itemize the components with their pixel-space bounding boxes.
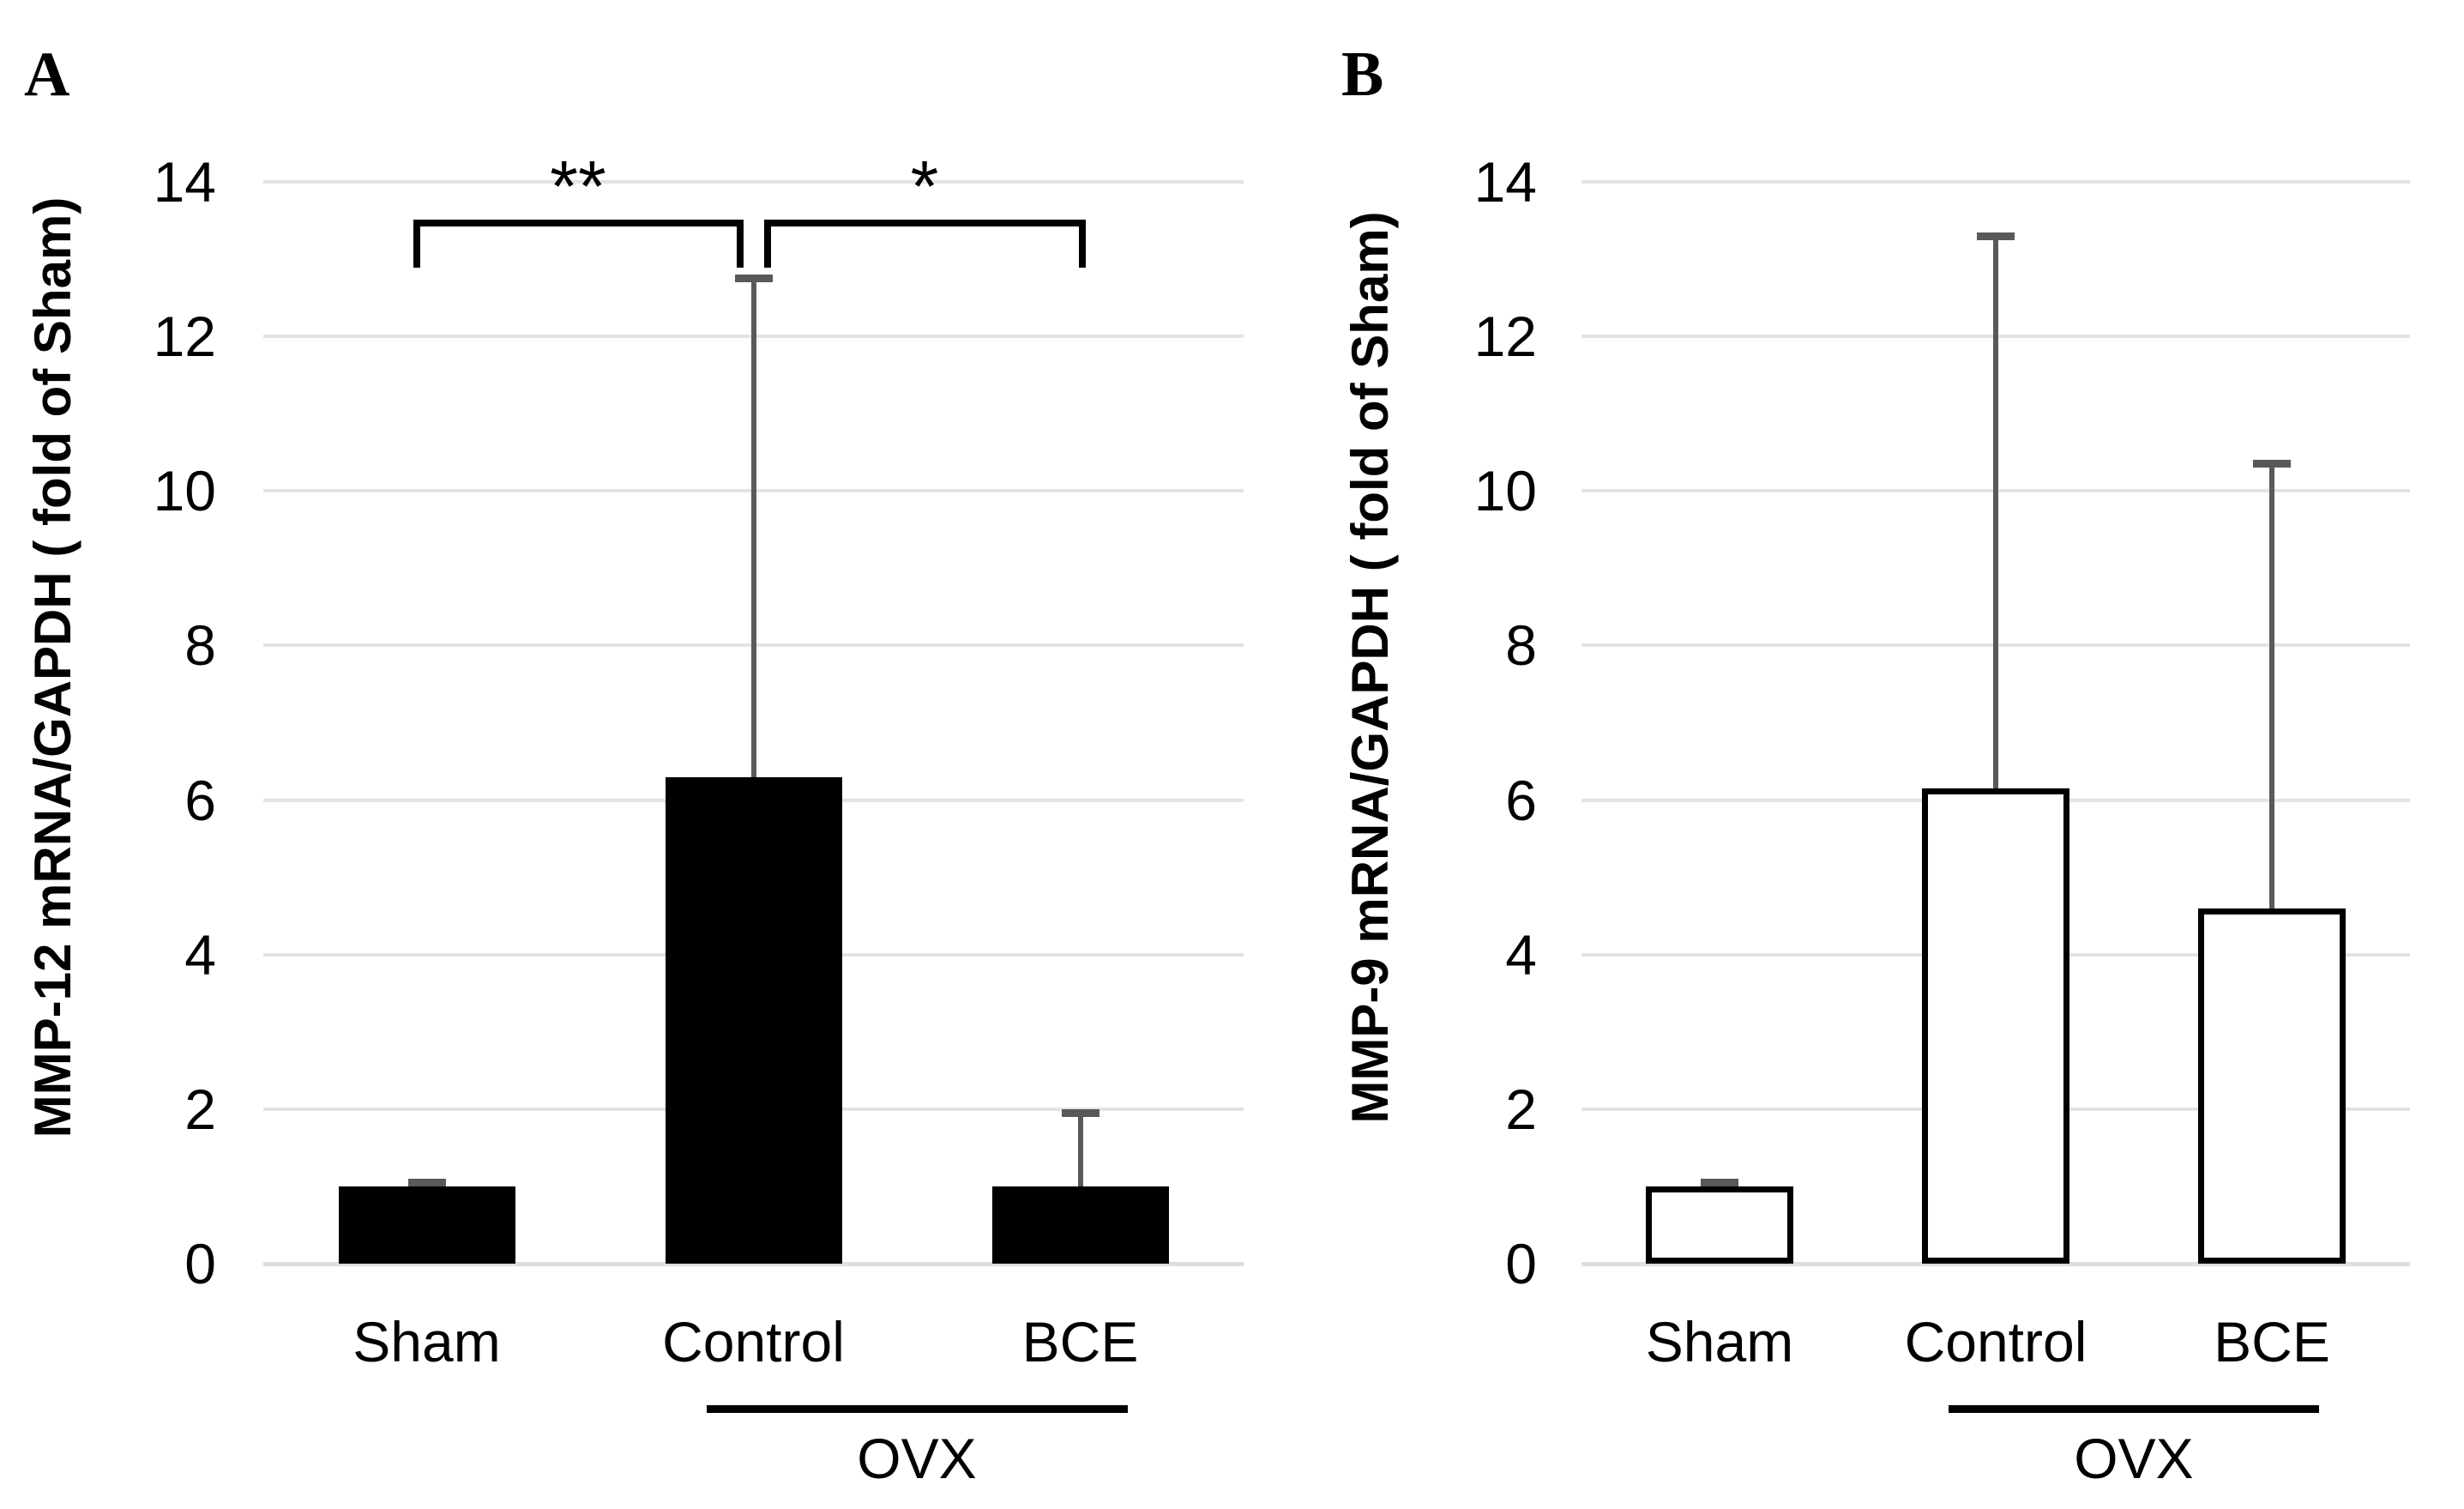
panel-a-error-bar-control: [750, 278, 756, 777]
panel-a-error-bar-cap-sham: [407, 1178, 446, 1186]
panel-a-group-underline: [706, 1405, 1128, 1413]
panel-b-error-bar-bce: [2269, 463, 2274, 908]
panel-b-x-label-bce: BCE: [2214, 1310, 2330, 1373]
panel-a-bar-bce: [991, 1186, 1169, 1264]
panel-a-sig-bracket-1-right-leg: [736, 220, 744, 268]
panel-a-group-label-ovx: OVX: [857, 1427, 977, 1490]
panel-a-y-tick-label-8: 8: [184, 613, 216, 678]
panel-b-x-label-control: Control: [1904, 1310, 2087, 1373]
panel-b-y-tick-label-2: 2: [1505, 1077, 1537, 1141]
panel-a-sig-bracket-2-bar: [763, 220, 1086, 226]
panel-a-sig-bracket-1-left-leg: [413, 220, 420, 268]
panel-a-x-label-sham: Sham: [352, 1310, 501, 1373]
panel-b-gridline-14: [1581, 180, 2410, 184]
panel-b-error-bar-cap-control: [1977, 232, 2015, 240]
panel-b-y-tick-label-10: 10: [1473, 459, 1537, 523]
panel-a-y-tick-label-14: 14: [153, 150, 216, 214]
panel-b-bar-control: [1922, 788, 2069, 1264]
panel-a-y-tick-label-4: 4: [184, 922, 216, 987]
panel-b-y-tick-label-8: 8: [1505, 613, 1537, 678]
panel-b-letter: B: [1341, 39, 1384, 110]
panel-a-bar-control: [665, 776, 842, 1264]
panel-b-y-tick-label-12: 12: [1473, 305, 1537, 369]
panel-a-y-tick-label-12: 12: [153, 305, 216, 369]
panel-a-error-bar-bce: [1077, 1113, 1083, 1186]
panel-a-sig-bracket-2-right-leg: [1078, 220, 1086, 268]
panel-a-sig-bracket-2-label: *: [910, 146, 939, 226]
panel-a-bar-sham: [338, 1186, 515, 1264]
panel-a-y-tick-label-10: 10: [153, 459, 216, 523]
panel-a-y-tick-label-2: 2: [184, 1077, 216, 1141]
panel-b-x-label-sham: Sham: [1645, 1310, 1794, 1373]
panel-a-y-tick-label-0: 0: [184, 1232, 216, 1295]
panel-b-bar-bce: [2198, 908, 2346, 1264]
panel-b-gridline-0: [1581, 1261, 2410, 1266]
panel-a-x-label-control: Control: [662, 1310, 845, 1373]
panel-a-error-bar-cap-bce: [1061, 1108, 1099, 1117]
panel-a-sig-bracket-2-left-leg: [763, 220, 771, 268]
panel-a-gridline-14: [263, 180, 1244, 184]
panel-b-error-bar-control: [1993, 236, 1998, 789]
panel-b-y-tick-label-0: 0: [1505, 1232, 1537, 1295]
panel-b-error-bar-cap-bce: [2253, 460, 2291, 468]
panel-b-error-bar-cap-sham: [1701, 1178, 1738, 1186]
panel-a-sig-bracket-1-bar: [413, 220, 744, 226]
panel-a-gridline-0: [263, 1261, 1244, 1266]
panel-b-y-tick-label-4: 4: [1505, 922, 1537, 987]
panel-b-y-tick-label-6: 6: [1505, 768, 1537, 832]
panel-b-group-underline: [1949, 1405, 2319, 1413]
panel-b-bar-sham: [1646, 1186, 1793, 1264]
panel-a-x-label-bce: BCE: [1021, 1310, 1139, 1373]
panel-b-y-tick-label-14: 14: [1473, 150, 1537, 214]
panel-b-group-label-ovx: OVX: [2074, 1427, 2194, 1490]
panel-a-y-tick-label-6: 6: [184, 768, 216, 832]
panel-a-error-bar-cap-control: [734, 275, 773, 283]
panel-a-sig-bracket-1-label: **: [550, 146, 606, 226]
panel-a-letter: A: [24, 39, 70, 110]
